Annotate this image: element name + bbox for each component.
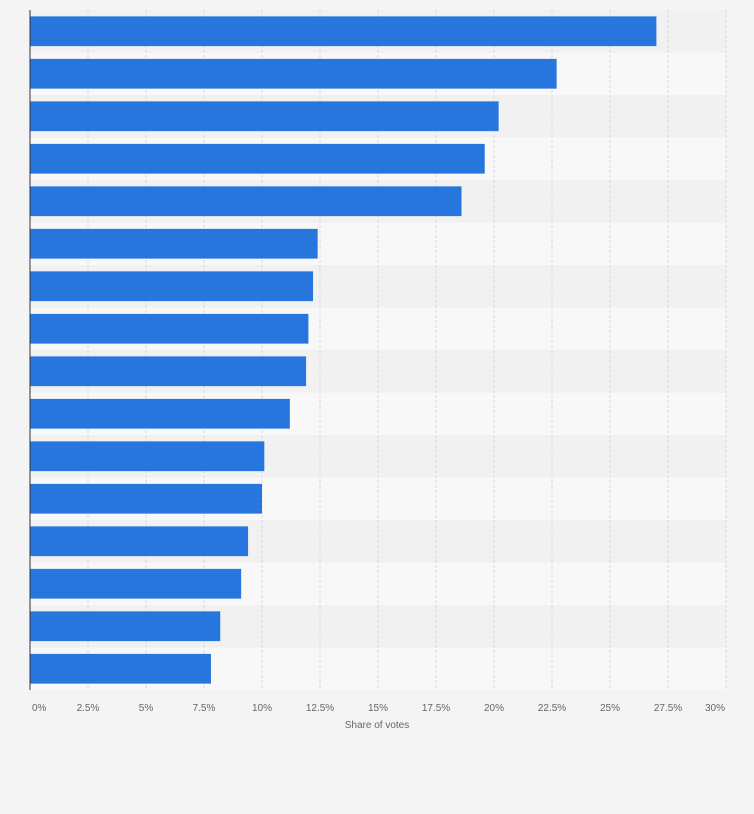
x-tick-labels: 0% 2.5% 5% 7.5% 10% 12.5% 15% 17.5% 20% 22.5% 25% 2… xyxy=(32,703,725,714)
bars xyxy=(30,16,657,684)
bar xyxy=(30,58,557,89)
bar xyxy=(30,483,262,514)
x-tick-label: 15% xyxy=(368,703,388,714)
bar xyxy=(30,16,657,47)
bar xyxy=(30,611,221,642)
bar xyxy=(30,313,309,344)
x-tick-label: 17.5% xyxy=(422,703,450,714)
bar xyxy=(30,101,499,132)
x-tick-label: 5% xyxy=(139,703,154,714)
bar xyxy=(30,526,249,557)
x-tick-label: 22.5% xyxy=(538,703,566,714)
bar xyxy=(30,271,314,302)
x-tick-label: 12.5% xyxy=(306,703,334,714)
x-tick-label: 10% xyxy=(252,703,272,714)
bar xyxy=(30,186,462,217)
x-tick-label: 2.5% xyxy=(77,703,100,714)
x-tick-label: 7.5% xyxy=(193,703,216,714)
bar xyxy=(30,653,211,684)
bar xyxy=(30,441,265,472)
bar xyxy=(30,568,242,599)
x-tick-label: 30% xyxy=(705,703,725,714)
x-tick-label: 27.5% xyxy=(654,703,682,714)
bar xyxy=(30,143,485,174)
bar xyxy=(30,398,290,429)
bar xyxy=(30,228,318,259)
bar xyxy=(30,356,307,387)
x-axis-label: Share of votes xyxy=(345,720,409,731)
x-tick-label: 20% xyxy=(484,703,504,714)
x-tick-label: 0% xyxy=(32,703,47,714)
x-tick-label: 25% xyxy=(600,703,620,714)
